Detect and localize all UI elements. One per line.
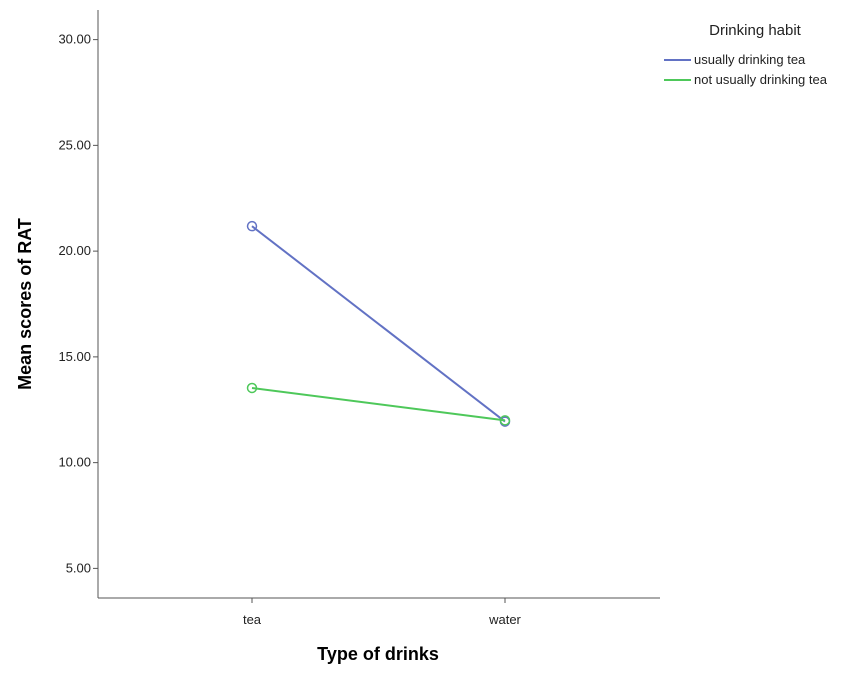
legend-items: usually drinking tea not usually drinking… (664, 52, 828, 87)
legend: Drinking habit usually drinking tea not u… (664, 22, 828, 87)
series-layer (246, 220, 511, 427)
y-axis-title: Mean scores of RAT (15, 218, 35, 390)
x-tick-label: tea (243, 612, 262, 627)
y-tick-label: 10.00 (58, 455, 91, 470)
x-ticks: tea water (243, 598, 522, 627)
x-tick-label: water (488, 612, 521, 627)
y-tick-label: 30.00 (58, 32, 91, 47)
legend-label: usually drinking tea (694, 52, 806, 67)
y-tick-label: 5.00 (66, 560, 91, 575)
legend-title: Drinking habit (709, 22, 802, 39)
data-point-marker (499, 415, 511, 426)
x-axis-title: Type of drinks (317, 644, 439, 664)
y-tick-label: 25.00 (58, 137, 91, 152)
legend-label: not usually drinking tea (694, 72, 828, 87)
y-ticks: 5.00 10.00 15.00 20.00 25.00 30.00 (58, 32, 98, 575)
y-tick-label: 15.00 (58, 349, 91, 364)
series-line (251, 225, 506, 423)
series-line (251, 386, 506, 422)
data-point-marker (246, 382, 258, 394)
data-point-marker (246, 220, 258, 232)
y-tick-label: 20.00 (58, 243, 91, 258)
